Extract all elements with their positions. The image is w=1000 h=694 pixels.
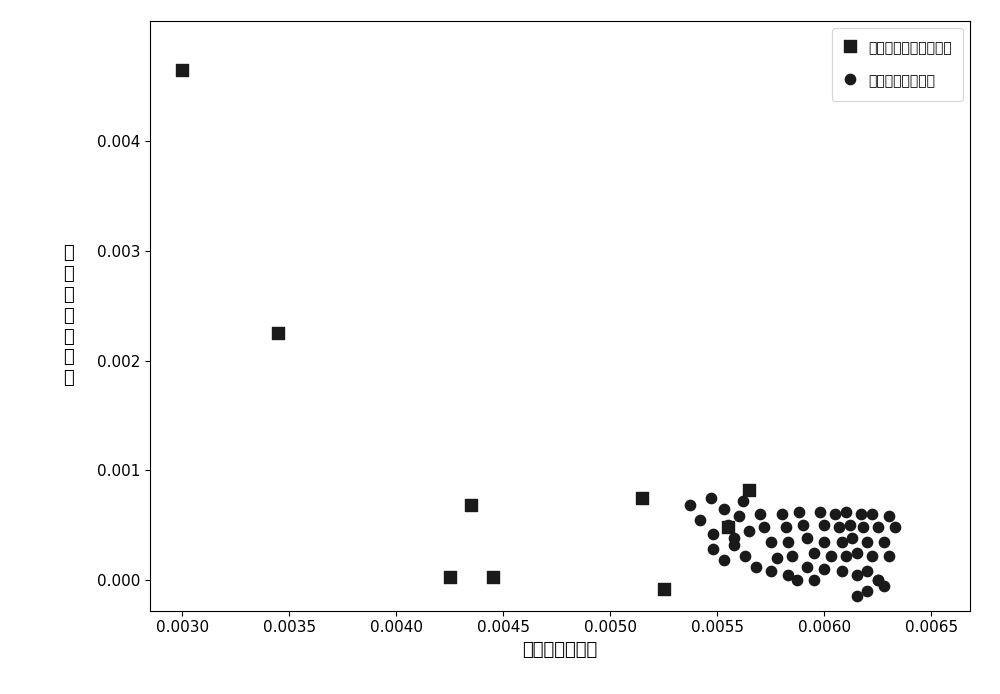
正常的归一化矢量 [849,547,865,558]
X-axis label: 归一化矢量实部: 归一化矢量实部 [522,641,598,659]
正常的归一化矢量 [806,547,822,558]
正常的归一化矢量 [791,507,807,518]
正常的归一化矢量 [881,511,897,522]
正常的归一化矢量 [823,550,839,561]
正常的归一化矢量 [876,580,892,591]
误差超限的归一化矢量 [270,328,286,339]
正常的归一化矢量 [870,522,886,533]
正常的归一化矢量 [849,569,865,580]
正常的归一化矢量 [731,511,747,522]
正常的归一化矢量 [853,509,869,520]
误差超限的归一化矢量 [656,584,672,595]
正常的归一化矢量 [859,536,875,547]
正常的归一化矢量 [748,561,764,573]
正常的归一化矢量 [844,533,860,544]
正常的归一化矢量 [780,536,796,547]
正常的归一化矢量 [876,536,892,547]
正常的归一化矢量 [816,536,832,547]
正常的归一化矢量 [703,492,719,503]
正常的归一化矢量 [692,514,708,525]
正常的归一化矢量 [812,507,828,518]
误差超限的归一化矢量 [174,65,190,76]
正常的归一化矢量 [859,586,875,597]
正常的归一化矢量 [842,520,858,531]
正常的归一化矢量 [780,569,796,580]
正常的归一化矢量 [737,550,753,561]
误差超限的归一化矢量 [741,484,757,496]
正常的归一化矢量 [726,539,742,550]
正常的归一化矢量 [838,507,854,518]
误差超限的归一化矢量 [442,572,458,583]
Text: 归
一
化
矢
量
虚
部: 归 一 化 矢 量 虚 部 [63,244,73,387]
正常的归一化矢量 [870,575,886,586]
正常的归一化矢量 [806,575,822,586]
正常的归一化矢量 [799,561,815,573]
误差超限的归一化矢量 [463,500,479,511]
正常的归一化矢量 [778,522,794,533]
正常的归一化矢量 [799,533,815,544]
正常的归一化矢量 [887,522,903,533]
正常的归一化矢量 [859,566,875,577]
正常的归一化矢量 [705,544,721,555]
正常的归一化矢量 [816,520,832,531]
正常的归一化矢量 [716,555,732,566]
正常的归一化矢量 [769,552,785,564]
正常的归一化矢量 [682,500,698,511]
正常的归一化矢量 [864,509,880,520]
正常的归一化矢量 [705,528,721,539]
正常的归一化矢量 [763,566,779,577]
误差超限的归一化矢量 [720,522,736,533]
正常的归一化矢量 [720,520,736,531]
正常的归一化矢量 [864,550,880,561]
正常的归一化矢量 [855,522,871,533]
正常的归一化矢量 [716,503,732,514]
正常的归一化矢量 [838,550,854,561]
正常的归一化矢量 [763,536,779,547]
正常的归一化矢量 [735,496,751,507]
正常的归一化矢量 [881,550,897,561]
正常的归一化矢量 [741,525,757,536]
正常的归一化矢量 [752,509,768,520]
正常的归一化矢量 [774,509,790,520]
误差超限的归一化矢量 [485,572,501,583]
正常的归一化矢量 [831,522,847,533]
正常的归一化矢量 [834,536,850,547]
正常的归一化矢量 [756,522,772,533]
正常的归一化矢量 [870,575,886,586]
正常的归一化矢量 [849,591,865,602]
误差超限的归一化矢量 [634,492,650,503]
正常的归一化矢量 [789,575,805,586]
正常的归一化矢量 [726,533,742,544]
正常的归一化矢量 [784,550,800,561]
Legend: 误差超限的归一化矢量, 正常的归一化矢量: 误差超限的归一化矢量, 正常的归一化矢量 [832,28,963,101]
正常的归一化矢量 [795,520,811,531]
正常的归一化矢量 [816,564,832,575]
正常的归一化矢量 [827,509,843,520]
正常的归一化矢量 [834,566,850,577]
